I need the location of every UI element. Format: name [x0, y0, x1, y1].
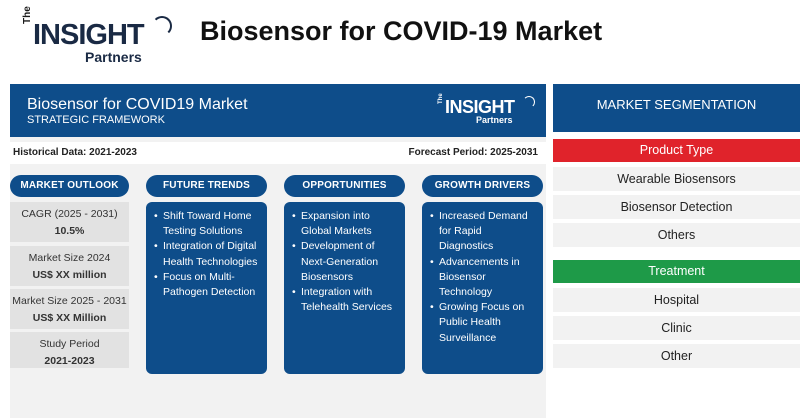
stat-cagr: CAGR (2025 - 2031) 10.5%	[10, 202, 129, 242]
stat-market-size-2024: Market Size 2024 US$ XX million	[10, 246, 129, 286]
opportunities-column: Expansion into Global Markets Developmen…	[284, 202, 405, 374]
segment-item: Biosensor Detection	[553, 195, 800, 219]
segment-item: Clinic	[553, 316, 800, 340]
logo-insight: INSIGHT	[33, 19, 145, 51]
framework-subtitle: STRATEGIC FRAMEWORK	[27, 114, 165, 126]
opportunities-header: OPPORTUNITIES	[284, 175, 405, 197]
list-item: Integration with Telehealth Services	[292, 285, 399, 315]
stat-value: US$ XX million	[32, 269, 107, 281]
stat-value: 2021-2023	[44, 355, 95, 367]
stat-label: CAGR (2025 - 2031)	[21, 208, 118, 220]
period-row: Historical Data: 2021-2023 Forecast Peri…	[10, 142, 546, 164]
list-item: Shift Toward Home Testing Solutions	[154, 209, 261, 239]
list-item: Integration of Digital Health Technologi…	[154, 239, 261, 269]
segment-item: Wearable Biosensors	[553, 167, 800, 191]
segment-category-product-type: Product Type	[553, 139, 800, 162]
market-outlook-header: MARKET OUTLOOK	[10, 175, 129, 197]
stat-market-size-forecast: Market Size 2025 - 2031 US$ XX Million	[10, 289, 129, 329]
list-item: Growing Focus on Public Health Surveilla…	[430, 300, 537, 346]
logo-partners: Partners	[85, 49, 142, 65]
strategic-framework-panel: Biosensor for COVID19 Market STRATEGIC F…	[10, 84, 546, 418]
framework-logo: The INSIGHT Partners	[438, 93, 538, 128]
framework-title: Biosensor for COVID19 Market	[27, 96, 248, 113]
forecast-period: Forecast Period: 2025-2031	[408, 147, 538, 158]
stat-study-period: Study Period 2021-2023	[10, 332, 129, 368]
stat-label: Study Period	[39, 338, 100, 350]
future-trends-column: Shift Toward Home Testing Solutions Inte…	[146, 202, 267, 374]
future-trends-header: FUTURE TRENDS	[146, 175, 267, 197]
list-item: Increased Demand for Rapid Diagnostics	[430, 209, 537, 255]
segment-item: Others	[553, 223, 800, 247]
growth-drivers-column: Increased Demand for Rapid Diagnostics A…	[422, 202, 543, 374]
segment-category-treatment: Treatment	[553, 260, 800, 283]
segment-item: Other	[553, 344, 800, 368]
stat-value: 10.5%	[54, 225, 85, 237]
logo-arc-icon	[152, 16, 172, 36]
framework-header: Biosensor for COVID19 Market STRATEGIC F…	[10, 84, 546, 137]
list-item: Advancements in Biosensor Technology	[430, 255, 537, 301]
list-item: Development of Next-Generation Biosensor…	[292, 239, 399, 285]
growth-drivers-header: GROWTH DRIVERS	[422, 175, 543, 197]
framework-logo-the: The	[438, 93, 444, 104]
page-title: Biosensor for COVID-19 Market	[200, 16, 603, 46]
stat-label: Market Size 2025 - 2031	[12, 295, 127, 307]
framework-logo-insight: INSIGHT	[445, 97, 515, 117]
historical-data: Historical Data: 2021-2023	[13, 147, 137, 158]
stat-label: Market Size 2024	[28, 252, 111, 264]
segment-item: Hospital	[553, 288, 800, 312]
list-item: Expansion into Global Markets	[292, 209, 399, 239]
logo-the: The	[22, 6, 33, 24]
stat-value: US$ XX Million	[32, 312, 107, 324]
brand-logo[interactable]: The INSIGHT Partners	[22, 6, 172, 68]
list-item: Focus on Multi-Pathogen Detection	[154, 270, 261, 300]
framework-logo-partners: Partners	[476, 115, 513, 125]
framework-logo-arc-icon	[523, 96, 535, 108]
segmentation-header: MARKET SEGMENTATION	[553, 84, 800, 132]
